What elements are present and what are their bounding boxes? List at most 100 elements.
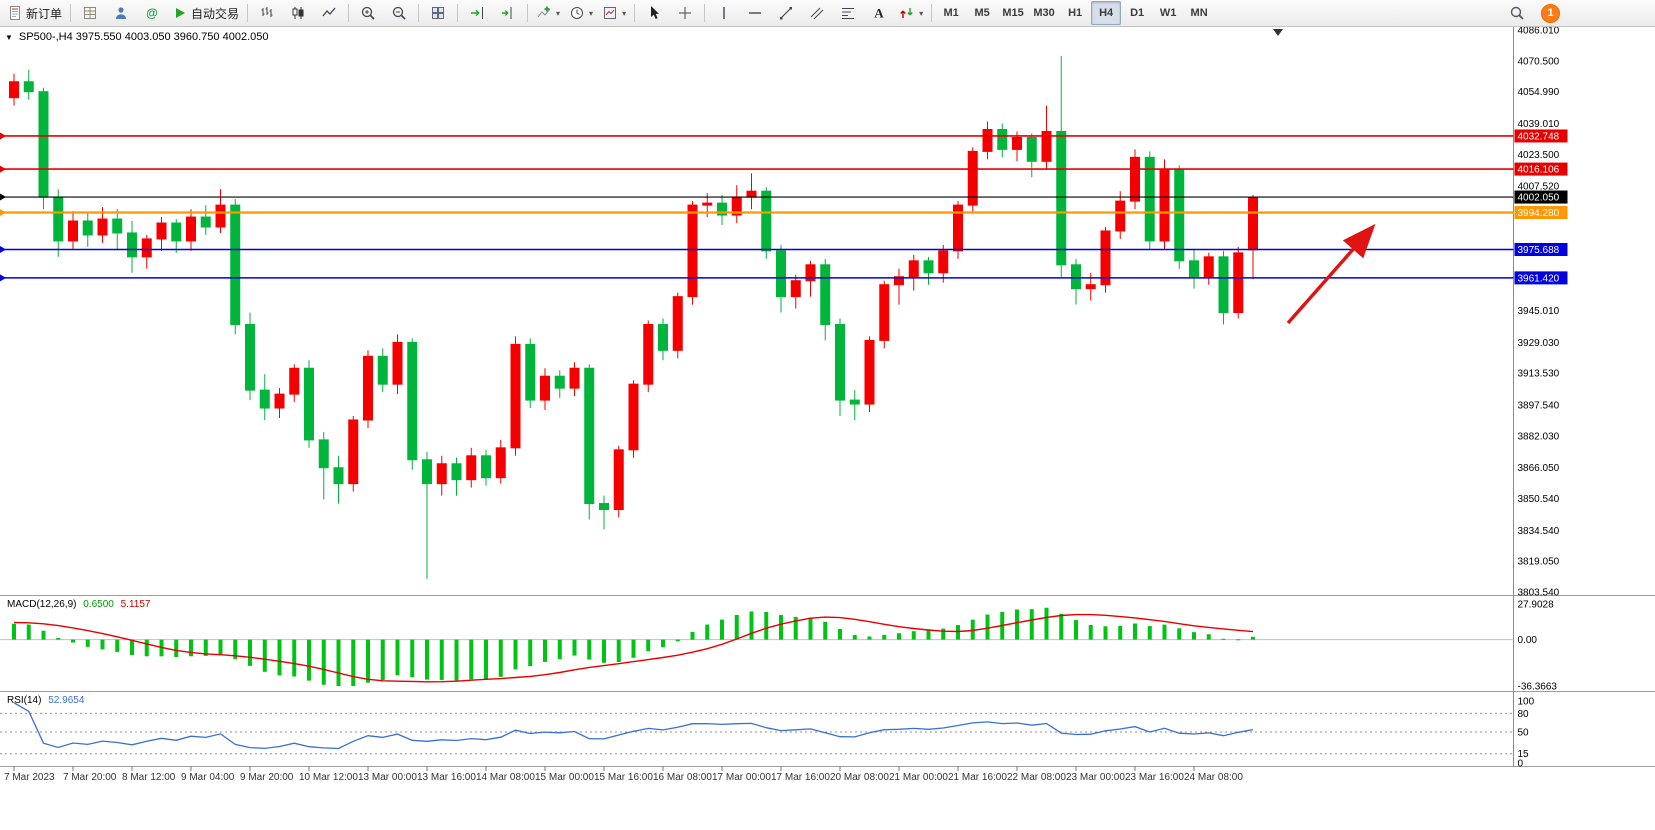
market-watch-icon	[82, 5, 98, 21]
cursor-button[interactable]	[639, 1, 669, 25]
text-label-button[interactable]: A	[864, 1, 894, 25]
chevron-down-icon: ▾	[589, 8, 594, 18]
crosshair-button[interactable]	[670, 1, 700, 25]
svg-text:3961.420: 3961.420	[1518, 273, 1560, 284]
market-watch-button[interactable]	[75, 1, 105, 25]
search-button[interactable]	[1502, 1, 1532, 25]
svg-text:3945.010: 3945.010	[1518, 306, 1560, 317]
line-chart-icon	[321, 5, 337, 21]
fibonacci-button[interactable]	[833, 1, 863, 25]
trendline-icon	[778, 5, 794, 21]
timeframe-h4-button[interactable]: H4	[1091, 1, 1122, 25]
svg-text:@: @	[146, 6, 158, 20]
trend-arrow-annotation[interactable]	[1286, 223, 1376, 325]
timeframe-m5-button[interactable]: M5	[974, 7, 990, 19]
zoom-out-button[interactable]	[384, 1, 414, 25]
timeframe-m30-button[interactable]: M30	[1033, 7, 1055, 19]
tile-windows-icon	[430, 5, 446, 21]
svg-text:23 Mar 00:00: 23 Mar 00:00	[1066, 772, 1125, 783]
macd-indicator[interactable]: 27.9028 0.00 -36.3663	[0, 600, 1557, 693]
candlestick-chart-button[interactable]	[283, 1, 313, 25]
time-axis[interactable]: 7 Mar 2023 7 Mar 20:00 8 Mar 12:00 9 Mar 04…	[4, 766, 1243, 784]
svg-text:3819.050: 3819.050	[1518, 557, 1560, 568]
timeframe-m15-button[interactable]: M15	[1002, 7, 1024, 19]
svg-text:7 Mar 20:00: 7 Mar 20:00	[63, 772, 117, 783]
bar-chart-button[interactable]	[252, 1, 282, 25]
autotrading-button[interactable]: 自动交易	[168, 1, 243, 25]
zoom-in-button[interactable]	[353, 1, 383, 25]
horizontal-line-icon	[747, 5, 763, 21]
svg-text:80: 80	[1518, 709, 1530, 720]
svg-text:3834.540: 3834.540	[1518, 526, 1560, 537]
svg-text:9 Mar 20:00: 9 Mar 20:00	[240, 772, 294, 783]
svg-text:A: A	[874, 6, 884, 21]
channel-button[interactable]	[802, 1, 832, 25]
svg-text:17 Mar 16:00: 17 Mar 16:00	[771, 772, 830, 783]
svg-text:20 Mar 08:00: 20 Mar 08:00	[830, 772, 889, 783]
indicators-button[interactable]: ▾	[532, 1, 564, 25]
svg-text:7 Mar 2023: 7 Mar 2023	[4, 772, 55, 783]
chart-ohlc-title: SP500-,H4 3975.550 4003.050 3960.750 400…	[18, 31, 269, 43]
templates-button[interactable]: ▾	[598, 1, 630, 25]
timeframe-w1-button[interactable]: W1	[1159, 7, 1177, 19]
new-order-button[interactable]: 新订单	[3, 1, 66, 25]
svg-text:13 Mar 16:00: 13 Mar 16:00	[417, 772, 476, 783]
svg-text:0.00: 0.00	[1518, 635, 1538, 646]
terminal-button[interactable]: @	[137, 1, 167, 25]
toolbar-separator	[634, 4, 636, 22]
macd-main-value: 0.6500	[83, 599, 114, 610]
svg-text:4070.500: 4070.500	[1518, 56, 1560, 67]
chevron-down-icon: ▾	[556, 8, 561, 18]
bar-chart-icon	[259, 5, 275, 21]
horizontal-line-objects[interactable]: 4032.748 4016.106 4002.050 3994.280 3975.688…	[0, 129, 1568, 285]
svg-text:16 Mar 08:00: 16 Mar 08:00	[653, 772, 712, 783]
svg-text:27.9028: 27.9028	[1518, 600, 1555, 611]
candlesticks[interactable]	[9, 55, 1258, 580]
chart-shift-marker[interactable]	[1273, 29, 1283, 36]
timeframe-mn-button[interactable]: MN	[1190, 7, 1208, 19]
chart-collapse-icon[interactable]: ▼	[5, 32, 13, 42]
periods-button[interactable]: ▾	[565, 1, 597, 25]
terminal-icon: @	[144, 5, 160, 21]
svg-text:3850.540: 3850.540	[1518, 494, 1560, 505]
notification-badge[interactable]: 1	[1541, 3, 1560, 23]
periods-icon	[569, 5, 585, 21]
line-chart-button[interactable]	[314, 1, 344, 25]
svg-text:15 Mar 00:00: 15 Mar 00:00	[535, 772, 594, 783]
price-axis[interactable]: 4086.010 4070.500 4054.990 4039.010 4023.500…	[1518, 26, 1560, 599]
macd-label: MACD(12,26,9)	[7, 599, 77, 610]
toolbar-separator	[348, 4, 350, 22]
svg-text:15: 15	[1518, 749, 1530, 760]
arrows-button[interactable]: ▾	[895, 1, 927, 25]
horizontal-line-button[interactable]	[740, 1, 770, 25]
rsi-indicator-header: RSI(14) 52.9654	[7, 695, 88, 706]
svg-text:3866.050: 3866.050	[1518, 463, 1560, 474]
svg-text:4039.010: 4039.010	[1518, 119, 1560, 130]
vertical-line-button[interactable]	[709, 1, 739, 25]
timeframe-h1-button[interactable]: H1	[1068, 7, 1083, 19]
auto-scroll-button[interactable]	[462, 1, 492, 25]
zoom-out-icon	[391, 5, 407, 21]
svg-text:13 Mar 00:00: 13 Mar 00:00	[358, 772, 417, 783]
navigator-button[interactable]	[106, 1, 136, 25]
toolbar-separator	[704, 4, 706, 22]
tile-windows-button[interactable]	[423, 1, 453, 25]
svg-text:21 Mar 16:00: 21 Mar 16:00	[948, 772, 1007, 783]
toolbar: 新订单 @ 自动交易 ▾ ▾ ▾ A ▾ M1 M5 M15 M30 H1 H4 D1 W1 MN 1	[0, 0, 1655, 27]
timeframe-m1-button[interactable]: M1	[943, 7, 959, 19]
toolbar-separator	[418, 4, 420, 22]
timeframe-d1-button[interactable]: D1	[1130, 7, 1145, 19]
chevron-down-icon: ▾	[622, 8, 627, 18]
toolbar-separator	[70, 4, 72, 22]
trendline-button[interactable]	[771, 1, 801, 25]
svg-text:3882.030: 3882.030	[1518, 431, 1560, 442]
svg-text:3975.688: 3975.688	[1518, 245, 1560, 256]
svg-text:24 Mar 08:00: 24 Mar 08:00	[1184, 772, 1243, 783]
chart-shift-button[interactable]	[493, 1, 523, 25]
arrows-icon	[899, 5, 915, 21]
svg-text:10 Mar 12:00: 10 Mar 12:00	[299, 772, 358, 783]
svg-text:4032.748: 4032.748	[1518, 131, 1560, 142]
svg-text:3929.030: 3929.030	[1518, 338, 1560, 349]
